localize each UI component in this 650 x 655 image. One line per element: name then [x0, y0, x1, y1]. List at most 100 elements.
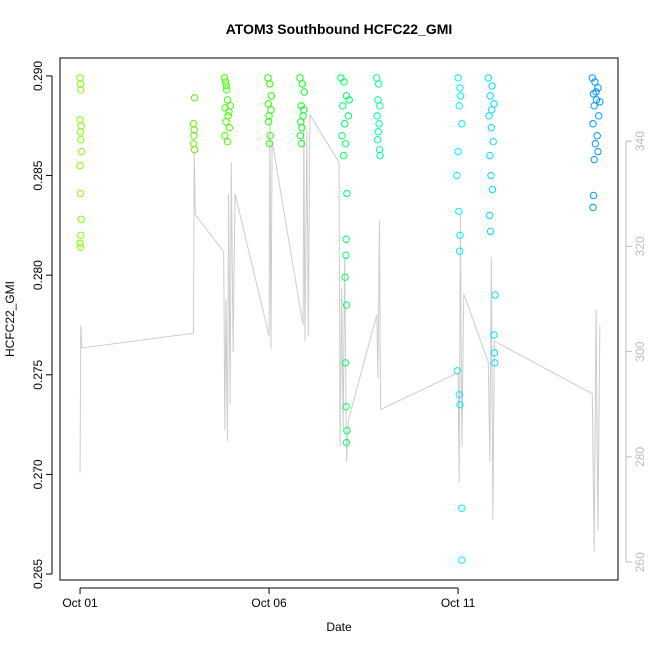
scatter-point [488, 106, 496, 114]
scatter-point [486, 227, 495, 236]
scatter-point [223, 86, 231, 94]
scatter-point [338, 132, 346, 140]
x-tick-label: Oct 06 [251, 596, 287, 610]
scatter-point [589, 120, 597, 128]
scatter-point [264, 100, 273, 108]
scatter-point [490, 349, 499, 357]
scatter-point [491, 359, 499, 367]
scatter-point [190, 94, 199, 102]
y2-tick-label: 260 [633, 552, 647, 572]
x-axis-label: Date [326, 620, 352, 634]
scatter-point [595, 112, 603, 120]
scatter-point [77, 135, 85, 144]
scatter-point [487, 124, 496, 132]
scatter-point [264, 118, 273, 126]
scatter-point [342, 438, 351, 447]
scatter-point [76, 243, 85, 251]
scatter-point [454, 74, 462, 82]
scatter-point [589, 203, 597, 212]
scatter-point [77, 147, 86, 156]
scatter-point [455, 247, 464, 255]
scatter-point [342, 402, 350, 411]
scatter-point [342, 235, 350, 244]
scatter-point [373, 112, 381, 120]
scatter-point [223, 137, 232, 146]
scatter-point [457, 92, 465, 100]
scatter-point [343, 189, 351, 198]
scatter-point [339, 102, 347, 110]
scatter-point [344, 112, 353, 120]
scatter-point [297, 139, 306, 148]
scatter-point [592, 88, 600, 96]
scatter-point [77, 86, 85, 94]
scatter-point [76, 239, 84, 247]
y2-tick-label: 320 [633, 236, 647, 256]
x-tick-label: Oct 11 [441, 596, 476, 610]
x-tick-label: Oct 01 [62, 596, 98, 610]
scatter-point [374, 80, 383, 88]
scatter-point [265, 139, 274, 148]
y-tick-label: 0.270 [31, 459, 45, 489]
scatter-point [266, 132, 274, 140]
scatter-point [596, 98, 604, 106]
scatter-point [594, 84, 602, 92]
scatter-point [225, 108, 233, 116]
scatter-point [375, 120, 383, 128]
scatter-point [77, 215, 85, 224]
scatter-point [485, 211, 494, 220]
scatter-point [345, 96, 353, 104]
scatter-point [300, 88, 308, 96]
scatter-point [341, 139, 350, 148]
scatter-point [591, 78, 599, 86]
scatter-point [342, 251, 350, 259]
scatter-point [223, 96, 232, 104]
y-tick-label: 0.265 [31, 559, 45, 589]
scatter-point [190, 145, 199, 154]
scatter-point [458, 504, 466, 512]
y-tick-label: 0.290 [31, 61, 45, 91]
scatter-point [376, 102, 384, 110]
y2-tick-label: 300 [633, 341, 647, 361]
scatter-point [455, 207, 463, 216]
scatter-point [453, 367, 462, 375]
scatter-point [591, 139, 600, 148]
scatter-point [491, 291, 499, 299]
scatter-point [486, 92, 494, 100]
scatter-point [76, 189, 85, 198]
scatter-point [300, 106, 308, 114]
scatter-point [458, 556, 466, 564]
chart-title: ATOM3 Southbound HCFC22_GMI [226, 21, 453, 37]
scatter-point [590, 102, 598, 110]
scatter-point [486, 151, 494, 160]
scatter-point [488, 185, 497, 194]
scatter-point [589, 191, 598, 200]
scatter-point [221, 132, 229, 140]
scatter-point [298, 80, 307, 88]
scatter-point [341, 273, 349, 281]
y-tick-label: 0.285 [31, 160, 45, 190]
y-tick-label: 0.275 [31, 359, 45, 389]
scatter-point [339, 151, 348, 160]
scatter-point [77, 231, 85, 240]
scatter-point [340, 120, 349, 128]
scatter-point [454, 147, 462, 156]
scatter-point [267, 92, 276, 100]
scatter-point [374, 128, 383, 136]
scatter-point [76, 161, 84, 170]
scatter-point [490, 331, 498, 339]
scatter-point [453, 171, 461, 180]
scatter-point [455, 391, 463, 399]
scatter-point [489, 137, 497, 146]
scatter-point [376, 151, 384, 160]
plot-frame [59, 57, 619, 581]
line [79, 113, 601, 552]
scatter-point [487, 171, 495, 180]
scatter-point [342, 301, 351, 309]
scatter-point [296, 132, 305, 140]
scatter-point [220, 74, 229, 82]
scatter-point [298, 124, 306, 132]
scatter-point [225, 124, 234, 132]
scatter-point [456, 400, 464, 409]
scatter-point [190, 132, 198, 140]
